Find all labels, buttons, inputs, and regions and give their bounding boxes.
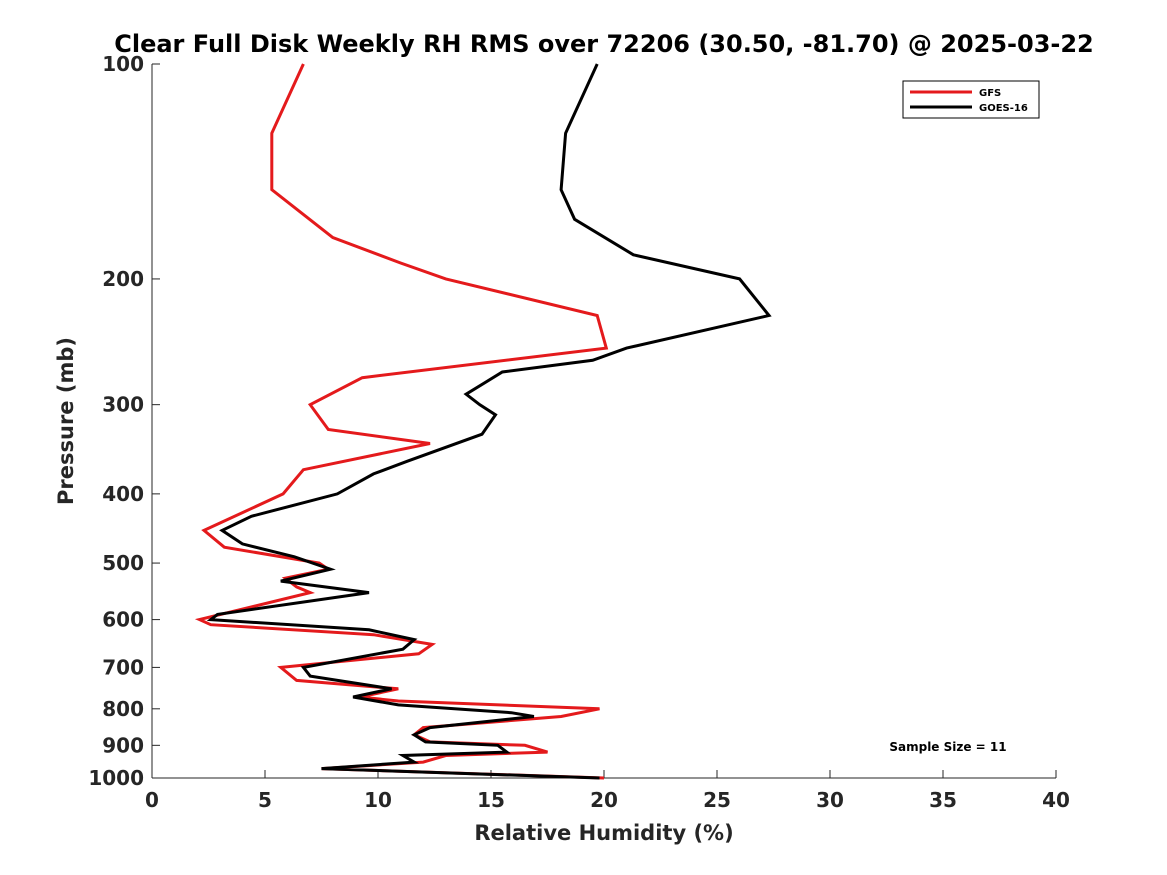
y-tick-label: 300 xyxy=(102,393,144,417)
y-tick-label: 400 xyxy=(102,482,144,506)
y-tick-label: 500 xyxy=(102,551,144,575)
legend-entries: GFS GOES-16 xyxy=(910,88,1028,114)
plot-area xyxy=(152,64,1056,778)
y-tick-label: 800 xyxy=(102,697,144,721)
x-tick-label: 30 xyxy=(816,788,844,812)
y-axis-ticks: 100 200 300 400 500 600 700 800 900 1000 xyxy=(88,52,160,790)
x-tick-label: 35 xyxy=(929,788,957,812)
x-axis-label: Relative Humidity (%) xyxy=(474,821,733,845)
y-tick-label: 700 xyxy=(102,655,144,679)
x-axis-ticks: 0 5 10 15 20 25 30 35 40 xyxy=(145,770,1070,812)
y-tick-label: 100 xyxy=(102,52,144,76)
legend-label-gfs: GFS xyxy=(979,88,1001,99)
sample-size-annotation: Sample Size = 11 xyxy=(889,740,1006,754)
legend-label-goes-16: GOES-16 xyxy=(979,103,1028,114)
legend-box xyxy=(902,80,1040,119)
y-tick-label: 200 xyxy=(102,267,144,291)
x-tick-label: 5 xyxy=(258,788,272,812)
legend: GFS GOES-16 xyxy=(902,80,1040,119)
y-tick-label: 900 xyxy=(102,733,144,757)
x-tick-label: 10 xyxy=(364,788,392,812)
x-tick-label: 40 xyxy=(1042,788,1070,812)
x-tick-label: 0 xyxy=(145,788,159,812)
plot-background xyxy=(152,64,1056,778)
x-tick-label: 20 xyxy=(590,788,618,812)
y-tick-label: 1000 xyxy=(88,766,144,790)
y-tick-label: 600 xyxy=(102,608,144,632)
series-line-goes-16 xyxy=(206,63,772,780)
x-tick-label: 25 xyxy=(703,788,731,812)
chart-title: Clear Full Disk Weekly RH RMS over 72206… xyxy=(114,30,1094,58)
series-layer xyxy=(194,63,772,780)
y-axis-label: Pressure (mb) xyxy=(54,337,78,505)
x-tick-label: 15 xyxy=(477,788,505,812)
